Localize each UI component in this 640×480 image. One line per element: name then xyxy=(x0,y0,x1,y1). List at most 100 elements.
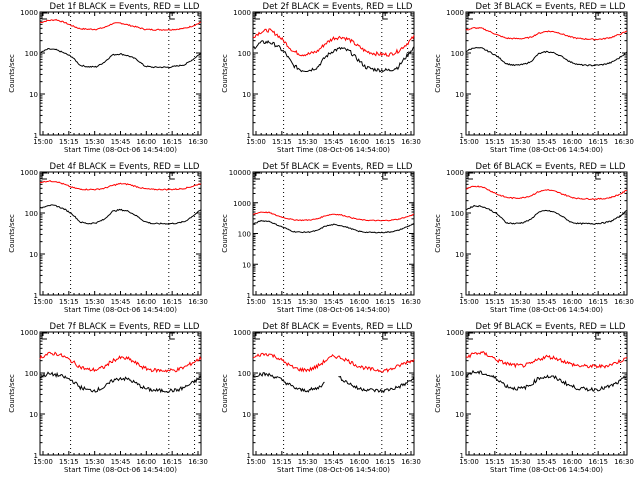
plot-frame xyxy=(252,171,415,296)
x-tick-label: 15:30 xyxy=(511,458,531,466)
interval-marker xyxy=(382,172,388,180)
x-tick-label: 16:30 xyxy=(401,138,421,146)
y-axis-label: Counts/sec xyxy=(221,54,229,93)
panel-det-2: Det 2f BLACK = Events, RED = LLD 1 10 100 10… xyxy=(221,2,421,154)
y-tick-label: 100 xyxy=(25,50,38,58)
x-tick-label: 16:15 xyxy=(375,458,395,466)
x-tick-label: 15:15 xyxy=(272,458,292,466)
x-tick-label: 15:00 xyxy=(459,138,479,146)
y-tick-label: 1 xyxy=(460,292,464,300)
series-events xyxy=(39,47,202,69)
y-tick-label: 100 xyxy=(25,210,38,218)
x-tick-label: 16:30 xyxy=(401,458,421,466)
x-tick-label: 15:45 xyxy=(324,298,344,306)
plot-frame xyxy=(39,11,202,136)
plot-frame xyxy=(252,11,415,136)
interval-marker xyxy=(254,332,260,340)
x-tick-label: 15:00 xyxy=(246,458,266,466)
y-axis-label: Counts/sec xyxy=(221,374,229,413)
panel-title: Det 3f BLACK = Events, RED = LLD xyxy=(476,2,626,12)
y-axis-label: Counts/sec xyxy=(8,54,16,93)
y-tick-label: 1 xyxy=(247,132,251,140)
y-tick-label: 100 xyxy=(238,370,251,378)
y-tick-label: 1 xyxy=(247,292,251,300)
plot-frame xyxy=(39,331,202,456)
interval-marker xyxy=(595,332,601,340)
x-tick-label: 16:00 xyxy=(350,298,370,306)
interval-marker xyxy=(382,12,388,20)
interval-marker xyxy=(41,332,47,340)
x-tick-label: 16:30 xyxy=(188,298,208,306)
panel-title: Det 6f BLACK = Events, RED = LLD xyxy=(476,162,626,172)
x-tick-label: 16:15 xyxy=(162,458,182,466)
x-tick-label: 15:30 xyxy=(511,138,531,146)
y-tick-label: 1 xyxy=(460,452,464,460)
y-axis-label: Counts/sec xyxy=(434,54,442,93)
y-tick-label: 100 xyxy=(238,50,251,58)
x-tick-label: 15:45 xyxy=(111,138,131,146)
x-tick-label: 15:00 xyxy=(33,298,53,306)
y-tick-label: 1000 xyxy=(233,329,251,337)
interval-marker xyxy=(169,12,175,20)
panel-det-7: Det 7f BLACK = Events, RED = LLD 1 10 100 10… xyxy=(8,322,208,474)
y-tick-label: 1000 xyxy=(233,9,251,17)
x-axis-label: Start Time (08-Oct-06 14:54:00) xyxy=(277,466,390,474)
series-events-segment-2 xyxy=(338,375,415,394)
panel-title: Det 9f BLACK = Events, RED = LLD xyxy=(476,322,626,332)
series-lld xyxy=(465,26,627,41)
x-tick-label: 16:30 xyxy=(614,458,634,466)
x-tick-label: 15:15 xyxy=(485,458,505,466)
panel-det-5: Det 5f BLACK = Events, RED = LLD 1 10 100 10… xyxy=(221,162,421,314)
series-lld xyxy=(39,351,202,374)
x-tick-label: 16:00 xyxy=(563,458,583,466)
x-tick-label: 15:00 xyxy=(459,298,479,306)
y-tick-label: 1 xyxy=(34,452,38,460)
x-axis-label: Start Time (08-Oct-06 14:54:00) xyxy=(277,146,390,154)
x-tick-label: 15:30 xyxy=(85,298,105,306)
x-tick-label: 16:00 xyxy=(350,458,370,466)
y-tick-label: 10 xyxy=(455,411,464,419)
interval-marker xyxy=(595,172,601,180)
x-tick-label: 16:30 xyxy=(188,458,208,466)
x-tick-label: 15:00 xyxy=(33,458,53,466)
plot-frame xyxy=(465,331,628,456)
x-tick-label: 16:15 xyxy=(588,138,608,146)
x-tick-label: 15:45 xyxy=(111,298,131,306)
plot-frame xyxy=(39,171,202,296)
y-tick-label: 1000 xyxy=(446,169,464,177)
series-lld xyxy=(252,28,415,57)
x-tick-label: 15:30 xyxy=(298,458,318,466)
series-events xyxy=(39,371,202,394)
x-tick-label: 16:15 xyxy=(375,138,395,146)
x-tick-label: 15:30 xyxy=(511,298,531,306)
x-tick-label: 15:15 xyxy=(485,298,505,306)
y-tick-label: 10 xyxy=(242,91,251,99)
y-tick-label: 10000 xyxy=(229,169,251,177)
y-tick-label: 1000 xyxy=(446,9,464,17)
y-tick-label: 1 xyxy=(34,292,38,300)
series-events xyxy=(465,369,628,392)
y-tick-label: 100 xyxy=(451,50,464,58)
x-tick-label: 15:30 xyxy=(85,458,105,466)
x-tick-label: 16:30 xyxy=(614,298,634,306)
series-lld xyxy=(39,180,202,191)
y-tick-label: 100 xyxy=(25,370,38,378)
y-tick-label: 10 xyxy=(455,91,464,99)
panel-title: Det 4f BLACK = Events, RED = LLD xyxy=(50,162,200,172)
interval-marker xyxy=(595,12,601,20)
x-tick-label: 15:45 xyxy=(537,298,557,306)
x-tick-label: 16:15 xyxy=(588,458,608,466)
y-tick-label: 10 xyxy=(29,91,38,99)
x-tick-label: 16:30 xyxy=(614,138,634,146)
y-axis-label: Counts/sec xyxy=(434,214,442,253)
y-axis-label: Counts/sec xyxy=(221,214,229,253)
y-tick-label: 10 xyxy=(242,261,251,269)
x-tick-label: 15:45 xyxy=(111,458,131,466)
y-tick-label: 100 xyxy=(451,210,464,218)
x-axis-label: Start Time (08-Oct-06 14:54:00) xyxy=(490,146,603,154)
y-tick-label: 10 xyxy=(455,251,464,259)
interval-marker xyxy=(41,172,47,180)
x-tick-label: 15:15 xyxy=(272,138,292,146)
x-tick-label: 16:15 xyxy=(162,298,182,306)
